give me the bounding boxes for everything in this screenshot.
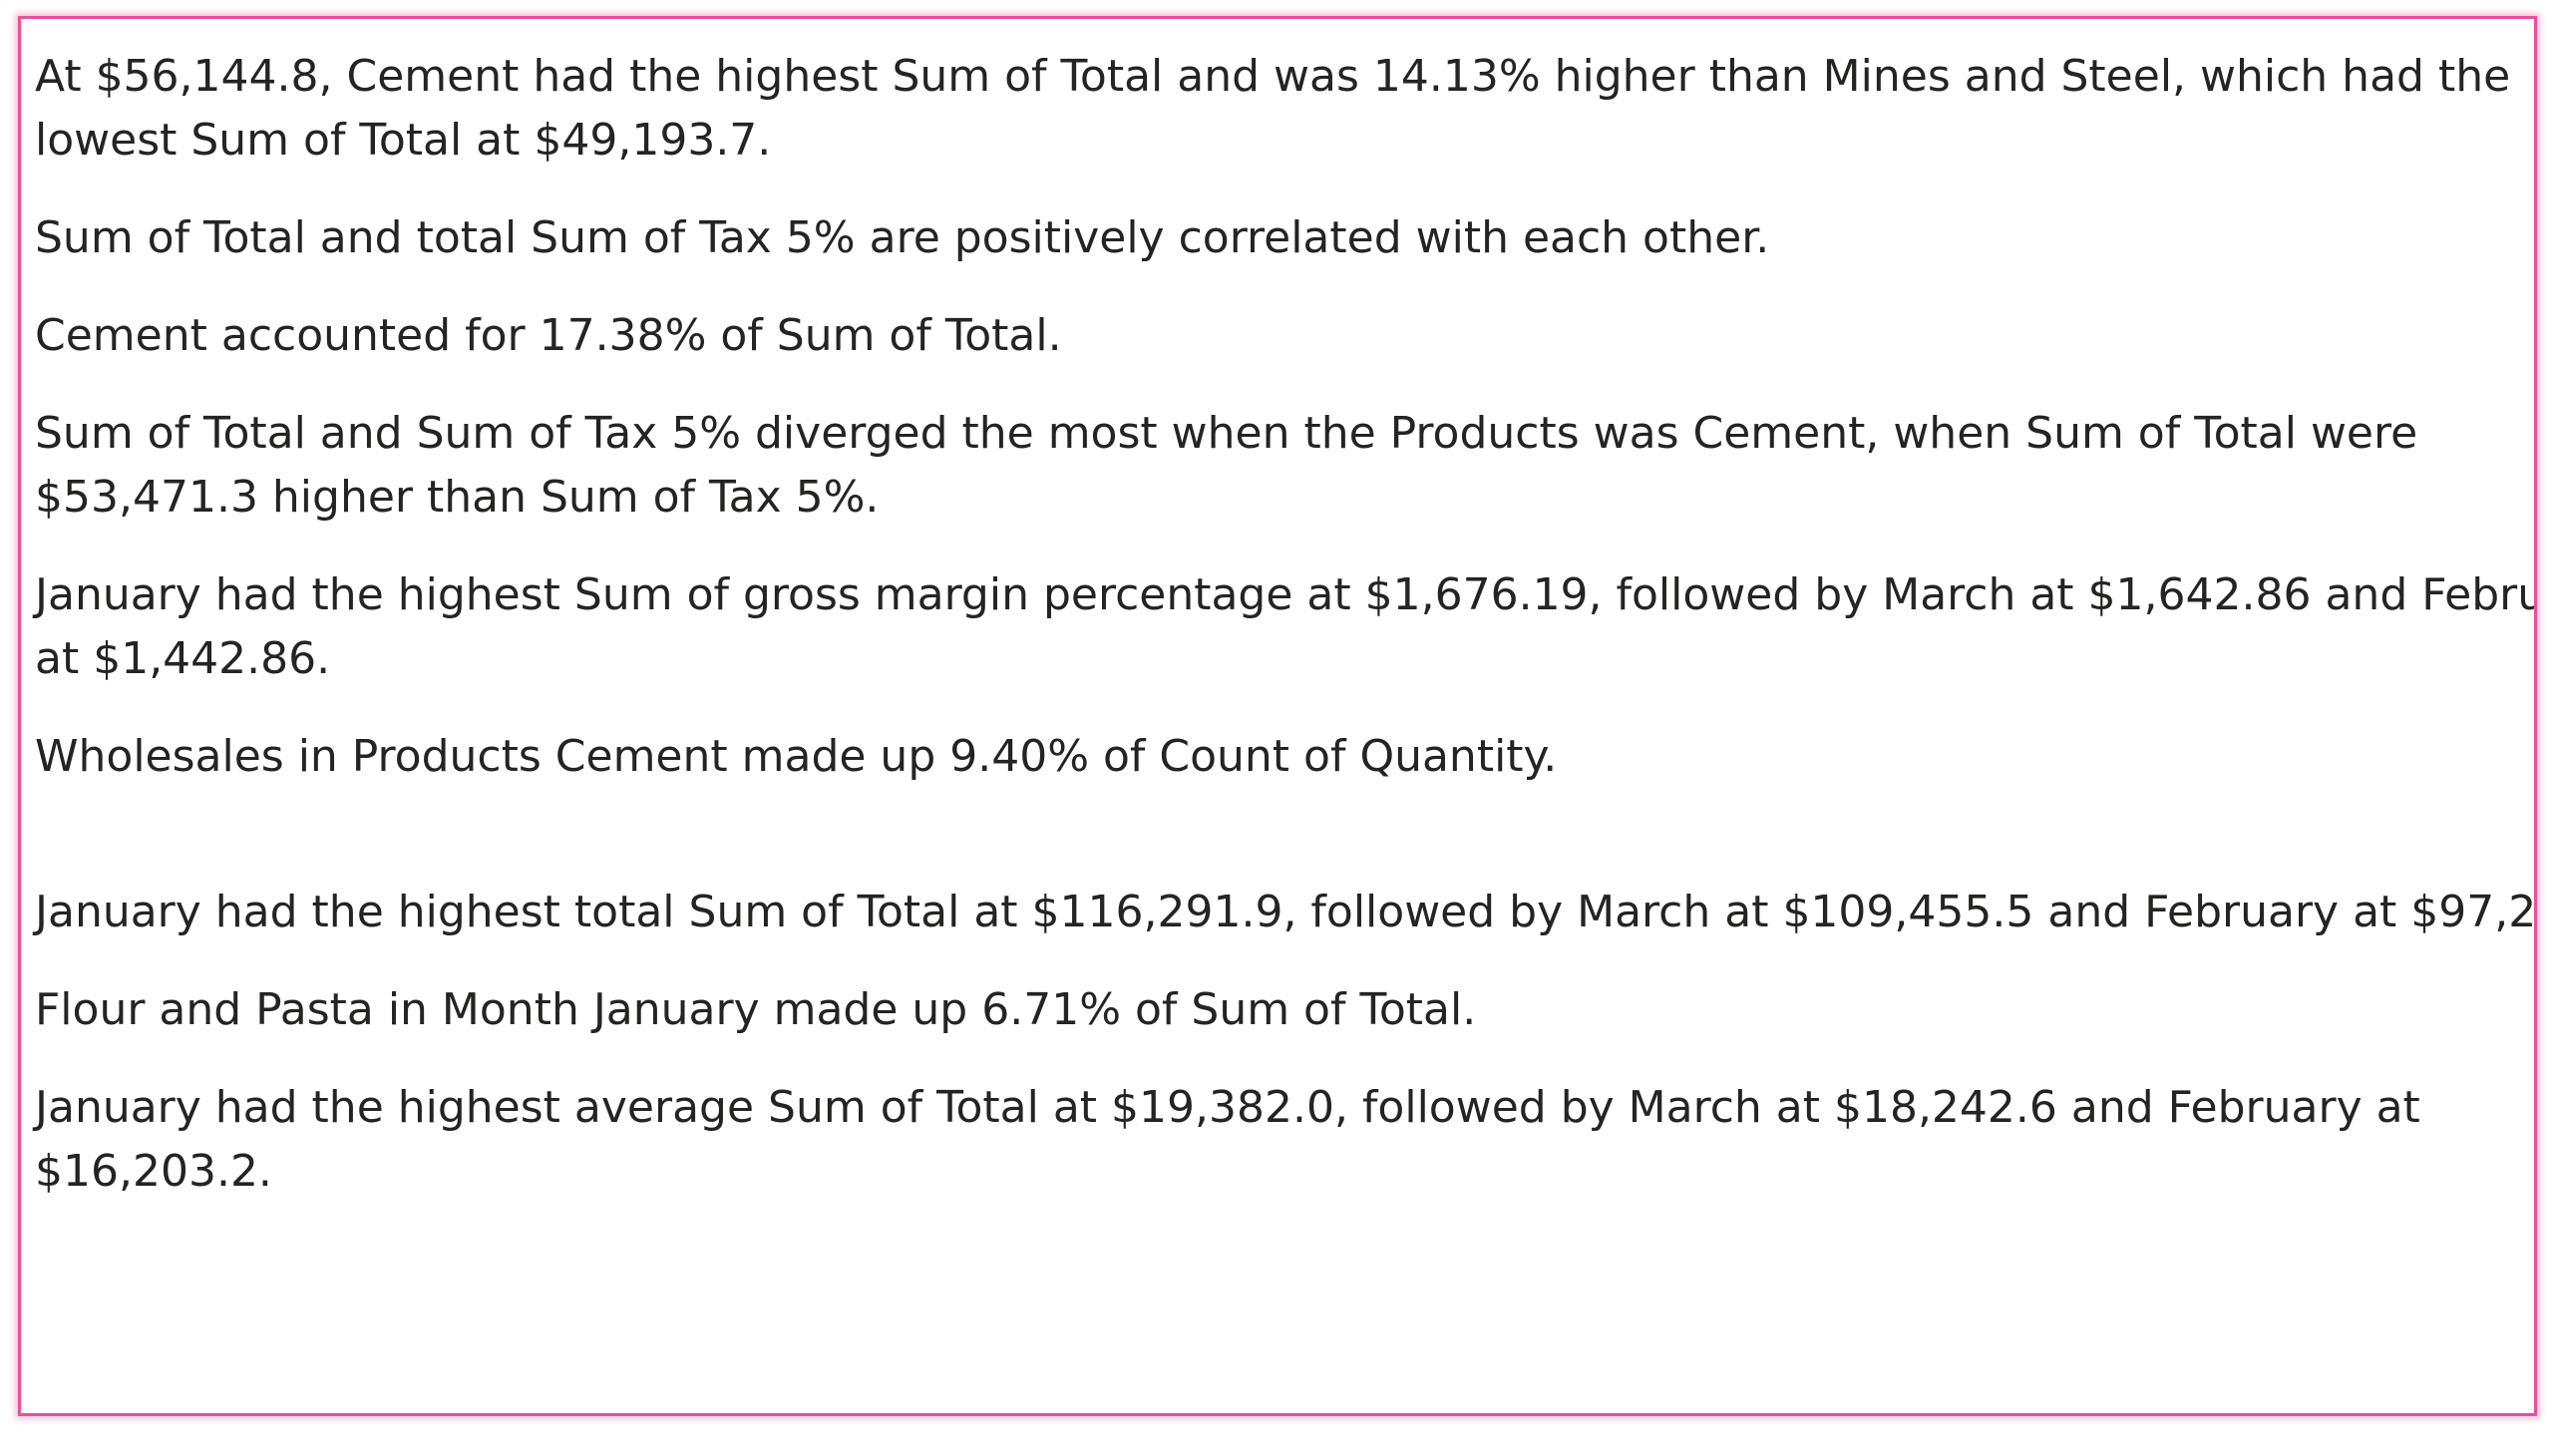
insight-cement-share: Cement accounted for 17.38% of Sum of To… bbox=[35, 304, 2518, 368]
insight-highest-total: At $56,144.8, Cement had the highest Sum… bbox=[35, 45, 2518, 173]
insight-line: At $56,144.8, Cement had the highest Sum… bbox=[35, 51, 2511, 102]
insight-line: January had the highest average Sum of T… bbox=[35, 1082, 2420, 1133]
insight-average-total: January had the highest average Sum of T… bbox=[35, 1076, 2518, 1204]
insight-line: Flour and Pasta in Month January made up… bbox=[35, 984, 1477, 1035]
insight-line: Sum of Total and total Sum of Tax 5% are… bbox=[35, 212, 1770, 263]
insight-line: $16,203.2. bbox=[35, 1146, 272, 1197]
insight-line: lowest Sum of Total at $49,193.7. bbox=[35, 115, 772, 166]
insight-gross-margin: January had the highest Sum of gross mar… bbox=[35, 563, 2537, 691]
insight-line: at $1,442.86. bbox=[35, 633, 331, 684]
insight-line: $53,471.3 higher than Sum of Tax 5%. bbox=[35, 472, 880, 523]
insight-line: Cement accounted for 17.38% of Sum of To… bbox=[35, 310, 1062, 361]
insight-line: January had the highest Sum of gross mar… bbox=[35, 569, 2537, 620]
insight-line: January had the highest total Sum of Tot… bbox=[35, 887, 2537, 937]
insight-line: Wholesales in Products Cement made up 9.… bbox=[35, 731, 1558, 782]
insight-divergence: Sum of Total and Sum of Tax 5% diverged … bbox=[35, 402, 2518, 530]
insight-monthly-total: January had the highest total Sum of Tot… bbox=[35, 881, 2537, 944]
insight-flour-pasta-share: Flour and Pasta in Month January made up… bbox=[35, 978, 2518, 1042]
smart-narrative-panel: At $56,144.8, Cement had the highest Sum… bbox=[18, 16, 2537, 1416]
insight-wholesales-share: Wholesales in Products Cement made up 9.… bbox=[35, 725, 2518, 789]
insight-line: Sum of Total and Sum of Tax 5% diverged … bbox=[35, 408, 2418, 459]
insight-correlation: Sum of Total and total Sum of Tax 5% are… bbox=[35, 206, 2518, 270]
